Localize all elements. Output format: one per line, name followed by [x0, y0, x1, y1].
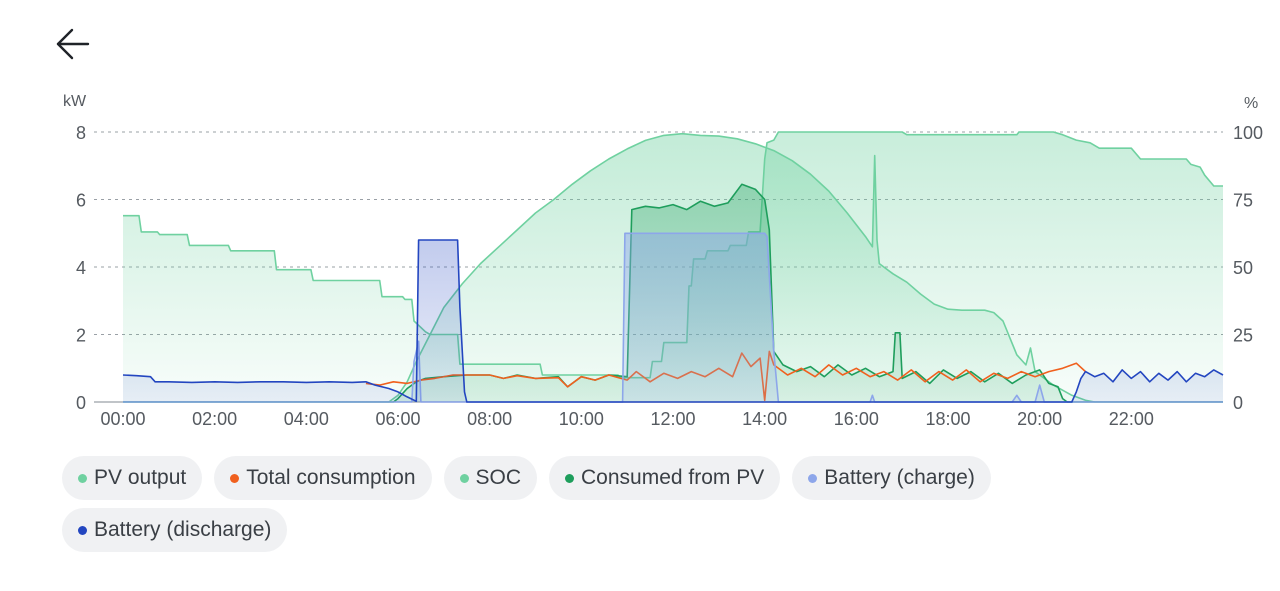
y-left-tick-label: 4	[76, 258, 86, 278]
legend-chip-battery-charge[interactable]: Battery (charge)	[792, 456, 991, 500]
battery-discharge-line	[122, 239, 1224, 403]
legend-dot-icon	[78, 525, 87, 535]
back-button[interactable]	[52, 26, 94, 62]
x-tick-label: 14:00	[742, 409, 787, 429]
x-tick-label: 12:00	[650, 409, 695, 429]
right-axis-unit: %	[1244, 95, 1258, 112]
legend: PV output Total consumption SOC Consumed fr…	[62, 456, 1222, 552]
legend-chip-total-consumption[interactable]: Total consumption	[214, 456, 432, 500]
legend-chip-battery-discharge[interactable]: Battery (discharge)	[62, 508, 288, 552]
legend-label: Total consumption	[246, 466, 416, 489]
arrow-left-icon	[56, 28, 90, 60]
pv-output-line	[123, 132, 1223, 403]
energy-chart: kW % 0 2 4 6 8 0 25 50 75 100 00:00 02:00 04:00 06:00…	[63, 93, 1263, 429]
y-left-tick-label: 0	[76, 393, 86, 413]
legend-label: SOC	[475, 466, 522, 489]
x-tick-label: 10:00	[559, 409, 604, 429]
x-tick-label: 22:00	[1109, 409, 1154, 429]
y-right-tick-label: 100	[1233, 123, 1263, 143]
x-tick-label: 04:00	[284, 409, 329, 429]
y-left-tick-label: 2	[76, 326, 86, 346]
x-tick-label: 02:00	[192, 409, 237, 429]
legend-label: Battery (charge)	[824, 466, 975, 489]
y-right-tick-label: 25	[1233, 326, 1253, 346]
axis-labels: 0 2 4 6 8 0 25 50 75 100 00:00 02:00 04:00 06:00 08:00…	[76, 123, 1263, 429]
x-tick-label: 08:00	[467, 409, 512, 429]
y-right-tick-label: 75	[1233, 191, 1253, 211]
left-axis-unit: kW	[63, 93, 87, 110]
y-left-tick-label: 8	[76, 123, 86, 143]
battery-charge-area	[123, 233, 1223, 402]
legend-chip-pv-output[interactable]: PV output	[62, 456, 203, 500]
series-layer	[122, 131, 1224, 403]
legend-dot-icon	[230, 473, 240, 483]
y-right-tick-label: 0	[1233, 393, 1243, 413]
legend-dot-icon	[565, 473, 575, 483]
legend-dot-icon	[808, 473, 818, 483]
y-left-tick-label: 6	[76, 191, 86, 211]
legend-chip-consumed-from-pv[interactable]: Consumed from PV	[549, 456, 781, 500]
legend-label: Battery (discharge)	[94, 518, 272, 541]
battery-discharge-area	[123, 240, 1223, 402]
legend-label: PV output	[94, 466, 187, 489]
x-tick-label: 18:00	[925, 409, 970, 429]
y-right-tick-label: 50	[1233, 258, 1253, 278]
legend-label: Consumed from PV	[581, 466, 765, 489]
x-tick-label: 20:00	[1017, 409, 1062, 429]
legend-dot-icon	[459, 473, 469, 483]
legend-dot-icon	[78, 473, 87, 483]
x-tick-label: 00:00	[100, 409, 145, 429]
x-tick-label: 16:00	[834, 409, 879, 429]
legend-chip-soc[interactable]: SOC	[443, 456, 538, 500]
x-tick-label: 06:00	[375, 409, 420, 429]
